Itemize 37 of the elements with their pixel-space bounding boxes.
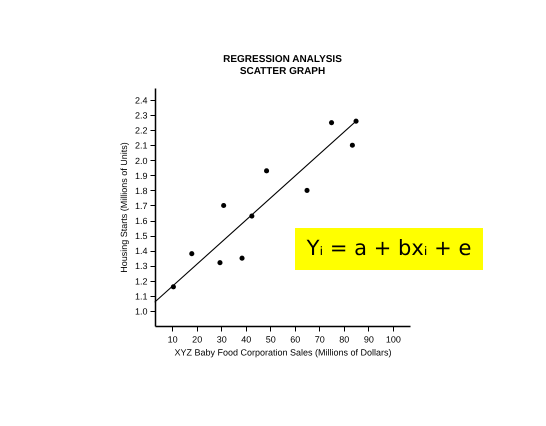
- x-tick-label: 20: [192, 334, 202, 344]
- chart-title: REGRESSION ANALYSIS SCATTER GRAPH: [223, 54, 342, 77]
- y-tick-label: 1.5: [134, 231, 148, 242]
- point: [350, 142, 355, 148]
- point: [328, 120, 334, 126]
- y-tick-label: 1.0: [134, 306, 148, 316]
- x-tick-label: 50: [266, 334, 276, 344]
- x-tick-label: 60: [290, 334, 300, 344]
- y-tick-label: 1.6: [134, 216, 148, 226]
- y-tick-label: 1.7: [134, 200, 148, 211]
- y-tick-label: 1.8: [134, 186, 148, 196]
- y-tick-label: 1.1: [134, 291, 148, 302]
- point: [239, 256, 245, 261]
- y-tick-label: 1.2: [134, 276, 148, 286]
- x-tick-label: 40: [241, 334, 252, 344]
- x-tick-label: 100: [386, 334, 401, 344]
- y-tick-label: 2.1: [134, 140, 148, 151]
- x-tick-label: 10: [168, 334, 178, 344]
- y-tick-label: 2.4: [134, 96, 148, 106]
- y-tick-label: 1.3: [134, 261, 148, 272]
- x-tick-label: 90: [364, 334, 374, 344]
- y-tick-label: 2.2: [134, 126, 148, 136]
- y-tick-label: 1.4: [134, 246, 148, 256]
- annotation: Yᵢ = a + bxᵢ + e: [306, 236, 472, 260]
- point: [189, 251, 194, 256]
- y-tick-label: 2.3: [134, 110, 148, 121]
- point: [217, 260, 223, 266]
- x-axis-title: XYZ Baby Food Corporation Sales (Millions of Dollars): [174, 348, 392, 358]
- x-tick-label: 80: [339, 334, 350, 344]
- y-tick-label: 2.0: [134, 156, 148, 166]
- y-tick-label: 1.9: [134, 170, 148, 181]
- x-tick-label: 70: [314, 334, 325, 344]
- point: [304, 188, 310, 193]
- point: [264, 168, 270, 174]
- y-axis-title: Housing Starts (Millions of Units): [118, 142, 129, 273]
- point: [221, 202, 226, 208]
- x-tick-label: 30: [216, 334, 227, 344]
